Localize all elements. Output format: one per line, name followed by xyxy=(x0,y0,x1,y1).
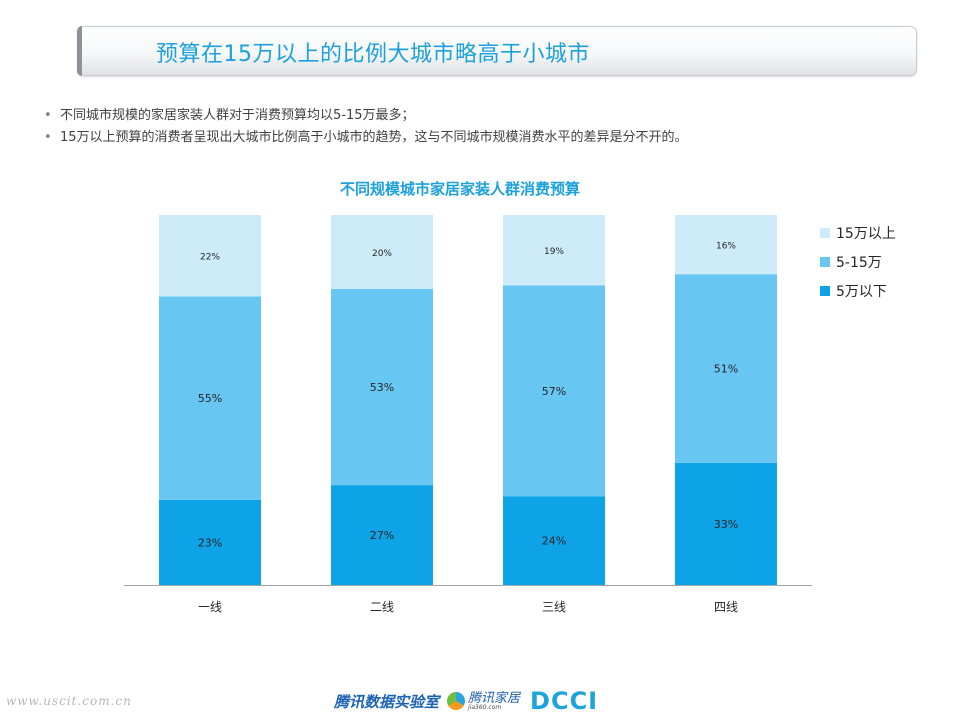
tencent-jiaju-wordmark: 腾讯家居 jia360.com xyxy=(468,692,520,711)
chart-legend: 15万以上 5-15万 5万以下 xyxy=(820,218,896,305)
data-label: 57% xyxy=(542,385,566,398)
slide-title: 预算在15万以上的比例大城市略高于小城市 xyxy=(156,42,590,67)
bullet-text: 15万以上预算的消费者呈现出大城市比例高于小城市的趋势，这与不同城市规模消费水平… xyxy=(60,130,688,145)
legend-item: 5-15万 xyxy=(820,247,896,276)
bar-segment xyxy=(159,215,261,297)
bar-segment xyxy=(675,462,777,585)
title-banner: 预算在15万以上的比例大城市略高于小城市 xyxy=(77,26,917,76)
tencent-jiaju-name: 腾讯家居 xyxy=(468,690,521,706)
data-label: 23% xyxy=(198,536,222,549)
data-label: 53% xyxy=(370,381,394,394)
legend-swatch xyxy=(820,256,830,267)
bullet-list: • 不同城市规模的家居家装人群对于消费预算均以5-15万最多； • 15万以上预… xyxy=(44,105,924,149)
bullet-item: • 15万以上预算的消费者呈现出大城市比例高于小城市的趋势，这与不同城市规模消费… xyxy=(44,127,924,149)
tencent-data-lab-logo: 腾讯数据实验室 xyxy=(334,692,440,711)
tencent-jiaju-logo: 腾讯家居 jia360.com xyxy=(447,692,520,711)
data-label: 24% xyxy=(542,535,566,548)
x-tick-label: 四线 xyxy=(714,600,738,614)
dcci-logo: DCCI xyxy=(530,687,599,715)
bar-segment xyxy=(159,296,261,500)
bullet-text: 不同城市规模的家居家装人群对于消费预算均以5-15万最多； xyxy=(60,108,415,123)
bar-segment xyxy=(675,215,777,275)
data-label: 55% xyxy=(198,392,222,405)
data-label: 22% xyxy=(200,253,220,263)
bar-segment xyxy=(503,496,605,585)
legend-label: 5-15万 xyxy=(836,254,882,271)
chart-title: 不同规模城市家居家装人群消费预算 xyxy=(339,180,580,198)
legend-label: 5万以下 xyxy=(836,283,887,300)
legend-item: 15万以上 xyxy=(820,218,896,247)
data-label: 27% xyxy=(370,529,394,542)
bar-segment xyxy=(331,485,433,585)
data-label: 51% xyxy=(714,363,738,376)
bar-segment xyxy=(159,499,261,585)
tencent-jiaju-mark-icon xyxy=(447,692,466,710)
bar-segment xyxy=(675,274,777,463)
x-tick-label: 三线 xyxy=(542,600,566,614)
legend-item: 5万以下 xyxy=(820,276,896,305)
bar-segment xyxy=(331,215,433,289)
bullet-symbol: • xyxy=(44,108,52,123)
data-label: 33% xyxy=(714,518,738,531)
x-tick-label: 二线 xyxy=(370,600,394,614)
legend-swatch xyxy=(820,285,830,296)
legend-swatch xyxy=(820,227,830,238)
bar-segment xyxy=(331,289,433,486)
data-label: 16% xyxy=(716,242,736,252)
legend-label: 15万以上 xyxy=(836,225,896,242)
footer-logos: 腾讯数据实验室 腾讯家居 jia360.com DCCI xyxy=(334,686,598,716)
bullet-symbol: • xyxy=(44,130,52,145)
data-label: 19% xyxy=(544,247,564,257)
footer-watermark: www.uscit.com.cn xyxy=(6,694,132,708)
bullet-item: • 不同城市规模的家居家装人群对于消费预算均以5-15万最多； xyxy=(44,105,924,127)
data-label: 20% xyxy=(372,249,392,259)
tencent-jiaju-domain: jia360.com xyxy=(468,703,502,711)
bar-segment xyxy=(503,215,605,286)
x-tick-label: 一线 xyxy=(198,600,222,614)
bar-segment xyxy=(503,285,605,497)
